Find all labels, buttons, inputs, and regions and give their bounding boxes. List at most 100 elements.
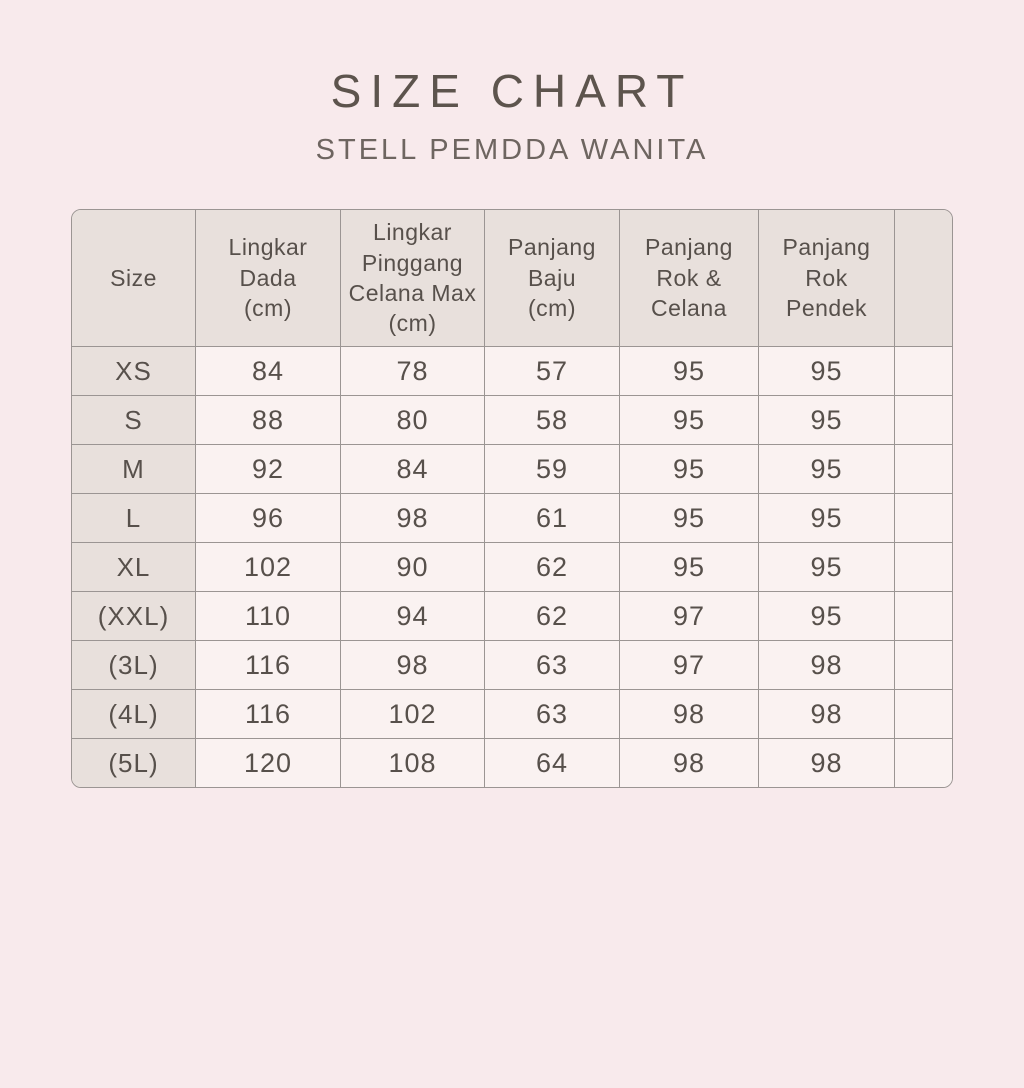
size-label-cell: S [72,395,195,444]
value-cell: 62 [484,591,619,640]
value-cell: 98 [758,689,894,738]
column-header-line: Lingkar [228,234,308,261]
header-row: Size Lingkar Dada (cm) Lingkar Pinggang Celana… [72,210,952,346]
value-cell: 61 [484,493,619,542]
column-header [894,210,952,346]
column-header: Size [72,210,195,346]
size-label-cell: XS [72,346,195,395]
table-row: (3L) 116 98 63 97 98 [72,640,952,689]
value-cell: 96 [195,493,340,542]
table-row: XS 84 78 57 95 95 [72,346,952,395]
column-header: Panjang Rok & Celana [619,210,758,346]
value-cell: 98 [758,640,894,689]
column-header-line: Dada [239,264,297,291]
table-row: (4L) 116 102 63 98 98 [72,689,952,738]
value-cell: 64 [484,738,619,787]
size-chart-table-container: Size Lingkar Dada (cm) Lingkar Pinggang Celana… [71,209,953,788]
value-cell: 58 [484,395,619,444]
size-label-cell: XL [72,542,195,591]
size-label-cell: (3L) [72,640,195,689]
table-body: XS 84 78 57 95 95 S 88 80 58 95 95 M 92 84 59 95 95 L 96 98 6… [72,346,952,787]
value-cell: 57 [484,346,619,395]
value-cell [894,591,952,640]
value-cell: 95 [758,346,894,395]
value-cell: 95 [758,395,894,444]
value-cell [894,738,952,787]
column-header: Lingkar Pinggang Celana Max (cm) [340,210,484,346]
value-cell [894,640,952,689]
value-cell: 62 [484,542,619,591]
value-cell: 97 [619,591,758,640]
value-cell: 95 [619,395,758,444]
value-cell: 108 [340,738,484,787]
value-cell: 95 [758,542,894,591]
table-row: (5L) 120 108 64 98 98 [72,738,952,787]
size-label-cell: (4L) [72,689,195,738]
size-label-cell: (XXL) [72,591,195,640]
size-label-cell: M [72,444,195,493]
size-chart-table: Size Lingkar Dada (cm) Lingkar Pinggang Celana… [72,210,952,787]
table-row: XL 102 90 62 95 95 [72,542,952,591]
page-subtitle: STELL PEMDDA WANITA [315,134,709,166]
column-header: Panjang Baju (cm) [484,210,619,346]
value-cell: 84 [340,444,484,493]
column-header-line: Panjang [645,234,733,261]
column-header-line: Size [110,264,157,291]
column-header-line: Pinggang [361,249,464,276]
value-cell [894,689,952,738]
column-header-line: Panjang [508,234,596,261]
column-header-line: Celana Max [348,280,477,306]
value-cell [894,444,952,493]
table-header: Size Lingkar Dada (cm) Lingkar Pinggang Celana… [72,210,952,346]
value-cell: 98 [619,689,758,738]
value-cell: 95 [619,346,758,395]
value-cell: 95 [758,444,894,493]
value-cell: 95 [758,493,894,542]
column-header: Panjang Rok Pendek [758,210,894,346]
value-cell: 80 [340,395,484,444]
value-cell: 63 [484,640,619,689]
table-row: L 96 98 61 95 95 [72,493,952,542]
value-cell: 92 [195,444,340,493]
value-cell: 95 [619,493,758,542]
value-cell [894,542,952,591]
column-header-line: (cm) [388,310,437,337]
value-cell: 110 [195,591,340,640]
size-label-cell: (5L) [72,738,195,787]
column-header-line: Lingkar [373,219,452,246]
column-header: Lingkar Dada (cm) [195,210,340,346]
column-header-line: Pendek [785,295,867,322]
value-cell: 98 [340,493,484,542]
value-cell: 98 [340,640,484,689]
column-header-line: Rok & [656,264,722,291]
value-cell: 95 [758,591,894,640]
column-header-line: Rok [805,264,848,291]
table-row: M 92 84 59 95 95 [72,444,952,493]
value-cell: 116 [195,689,340,738]
value-cell [894,395,952,444]
value-cell: 59 [484,444,619,493]
value-cell [894,346,952,395]
value-cell: 120 [195,738,340,787]
value-cell: 102 [340,689,484,738]
value-cell: 116 [195,640,340,689]
value-cell: 84 [195,346,340,395]
column-header-line: Baju [527,264,577,291]
value-cell: 94 [340,591,484,640]
column-header-line: (cm) [244,295,292,322]
value-cell [894,493,952,542]
page-title: SIZE CHART [330,65,694,117]
value-cell: 95 [619,542,758,591]
column-header-line: Panjang [782,234,871,261]
value-cell: 63 [484,689,619,738]
value-cell: 98 [619,738,758,787]
table-row: (XXL) 110 94 62 97 95 [72,591,952,640]
value-cell: 97 [619,640,758,689]
value-cell: 95 [619,444,758,493]
value-cell: 98 [758,738,894,787]
column-header-line: Celana [651,295,727,322]
value-cell: 78 [340,346,484,395]
table-row: S 88 80 58 95 95 [72,395,952,444]
size-label-cell: L [72,493,195,542]
value-cell: 90 [340,542,484,591]
